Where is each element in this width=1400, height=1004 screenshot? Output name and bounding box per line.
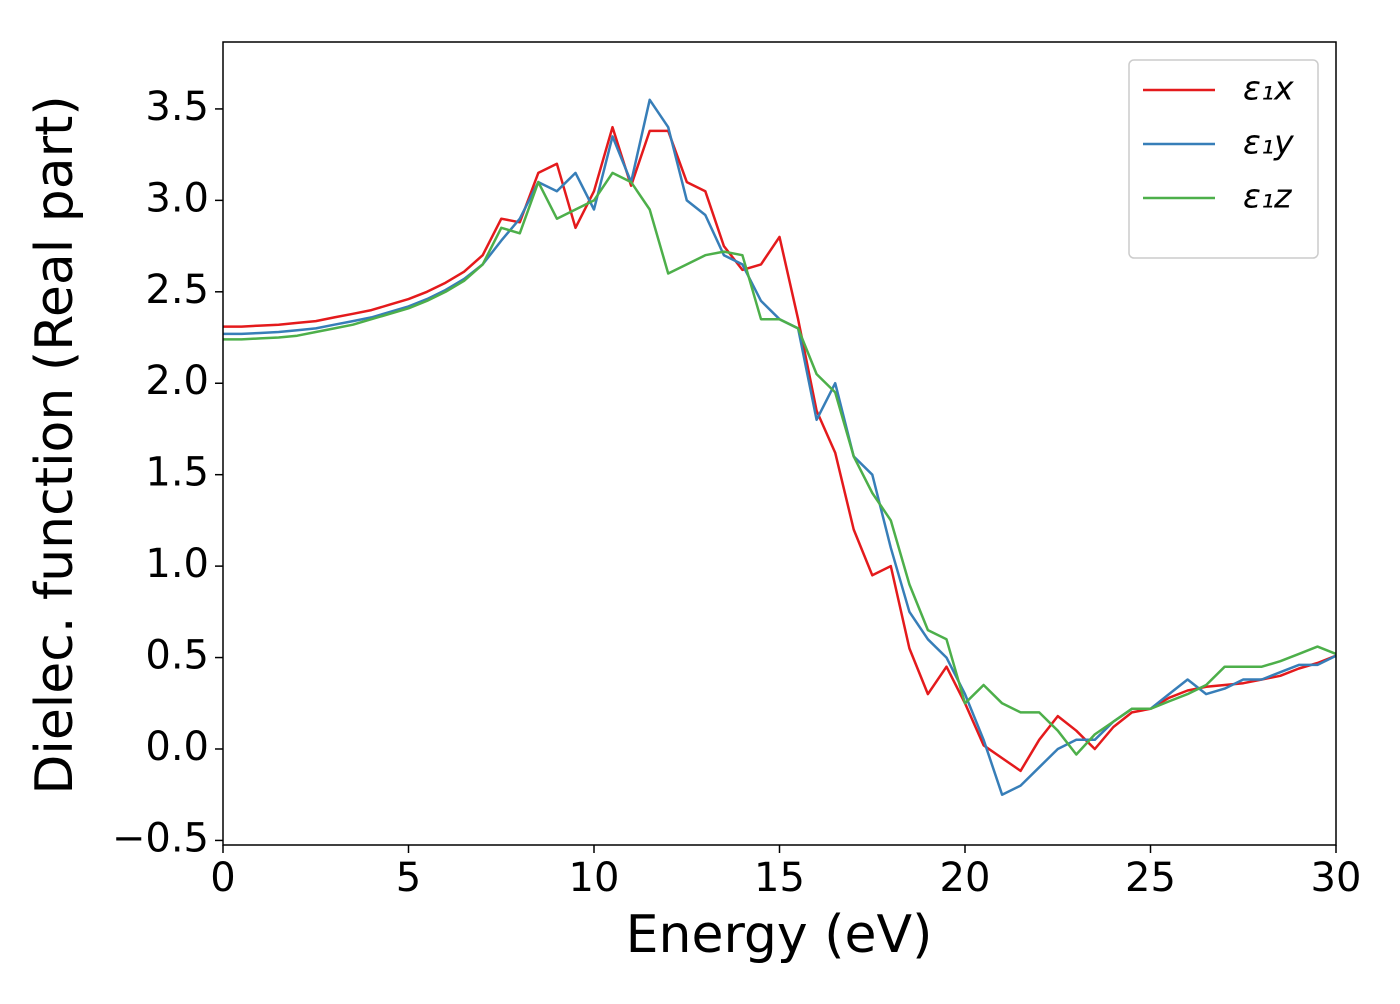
y-tick-label: 1.0 (145, 541, 209, 587)
y-tick-label: 2.5 (145, 267, 209, 313)
y-tick-label: 1.5 (145, 450, 209, 496)
x-tick-label: 20 (940, 855, 991, 901)
x-tick-label: 5 (396, 855, 421, 901)
y-tick-label: 0.5 (145, 633, 209, 679)
y-tick-label: 3.5 (145, 84, 209, 130)
legend-label: ε₁x (1243, 69, 1294, 108)
legend-label: ε₁z (1243, 177, 1292, 216)
y-tick-label: −0.5 (112, 815, 209, 861)
x-tick-label: 25 (1125, 855, 1176, 901)
y-tick-label: 0.0 (145, 724, 209, 770)
y-tick-label: 3.0 (145, 175, 209, 221)
legend-box (1128, 59, 1319, 259)
x-tick-label: 15 (754, 855, 805, 901)
y-tick-label: 2.0 (145, 358, 209, 404)
x-tick-label: 0 (210, 855, 235, 901)
data-line (223, 171, 1337, 756)
x-tick-label: 30 (1311, 855, 1362, 901)
x-tick-label: 10 (569, 855, 620, 901)
plot-frame (222, 41, 1337, 846)
legend-label: ε₁y (1243, 123, 1294, 162)
y-axis-label: Dielec. function (Real part) (25, 95, 85, 794)
x-axis-label: Energy (eV) (626, 905, 933, 965)
